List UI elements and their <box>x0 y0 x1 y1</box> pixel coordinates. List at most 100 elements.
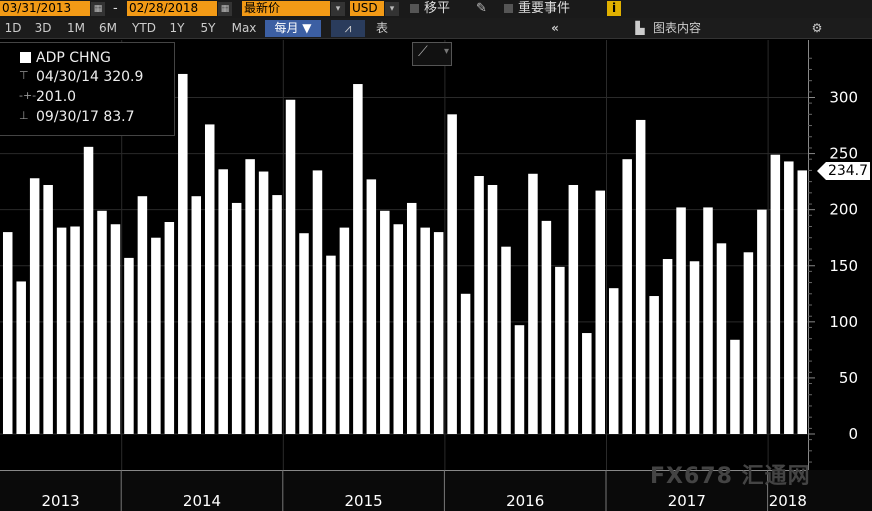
bar <box>757 209 767 434</box>
bar <box>716 243 727 434</box>
mini-dropdown-icon: ▾ <box>443 46 449 57</box>
start-date-field[interactable]: 03/31/2013 <box>0 1 90 16</box>
period-1y-button[interactable]: 1Y <box>169 21 185 35</box>
bar <box>151 237 161 434</box>
chart-content-button[interactable]: 图表内容 <box>653 21 702 35</box>
currency-dropdown-arrow-icon[interactable]: ▾ <box>385 2 399 16</box>
shift-checkbox[interactable] <box>410 4 419 13</box>
bar <box>258 171 269 434</box>
series-swatch <box>20 52 31 63</box>
bar <box>689 261 700 434</box>
price-field-dropdown[interactable]: 最新价 <box>242 1 330 16</box>
bar <box>43 184 53 434</box>
bar <box>191 196 202 434</box>
x-tick-label: 2018 <box>769 492 807 510</box>
legend-low: 09/30/17 83.7 <box>36 109 135 125</box>
bar <box>218 169 228 434</box>
y-tick-label: 50 <box>839 369 858 387</box>
period-5y-button[interactable]: 5Y <box>200 21 216 35</box>
x-tick-label: 2016 <box>506 492 544 510</box>
last-value-label: 234.7 <box>826 162 870 180</box>
x-tick-label: 2015 <box>345 492 383 510</box>
bar <box>501 246 511 434</box>
bar <box>662 259 673 434</box>
legend-high: 04/30/14 320.9 <box>36 69 144 85</box>
bar <box>514 325 525 434</box>
bar <box>730 339 740 434</box>
x-tick-label: 2017 <box>668 492 706 510</box>
price-dropdown-arrow-icon[interactable]: ▾ <box>331 2 345 16</box>
bar <box>16 281 26 434</box>
bar <box>568 184 579 434</box>
table-button[interactable]: 表 <box>375 21 388 35</box>
pencil-icon[interactable]: ✎ <box>476 1 487 16</box>
chart-type-button[interactable]: ⟋ ▾ <box>412 42 452 66</box>
bar <box>97 210 107 434</box>
x-tick-label: 2014 <box>183 492 221 510</box>
top-toolbar: 03/31/2013 ▦ - 02/28/2018 ▦ 最新价 ▾ USD ▾ … <box>0 0 872 18</box>
bar <box>582 333 592 434</box>
bar <box>622 159 632 435</box>
bar <box>56 227 67 434</box>
events-checkbox[interactable] <box>504 4 513 13</box>
x-axis-strip <box>0 470 872 511</box>
info-icon[interactable]: i <box>607 1 621 16</box>
bar <box>474 176 484 434</box>
period-6m-button[interactable]: 6M <box>99 21 117 35</box>
end-calendar-icon[interactable]: ▦ <box>218 2 232 16</box>
bar <box>703 207 713 434</box>
bar <box>676 207 686 434</box>
period-1d-button[interactable]: 1D <box>4 21 22 35</box>
bar <box>29 178 40 434</box>
settings-gear-icon[interactable]: ⚙ <box>811 21 823 35</box>
bar <box>204 124 215 435</box>
bar <box>770 154 781 434</box>
bar <box>312 170 323 435</box>
bar <box>487 184 498 434</box>
line-chart-icon[interactable]: ⩘ <box>331 20 365 37</box>
bar <box>743 252 754 434</box>
frequency-label: 每月 <box>274 21 299 35</box>
period-max-button[interactable]: Max <box>231 21 257 35</box>
bar <box>299 233 309 434</box>
bar <box>326 255 336 434</box>
bar <box>784 161 794 434</box>
low-marker-icon: ⊥ <box>19 109 29 122</box>
collapse-left-icon[interactable]: « <box>551 21 559 35</box>
bar <box>528 173 538 435</box>
bar <box>110 224 121 434</box>
bar <box>447 114 457 434</box>
bar <box>70 226 80 434</box>
y-tick-label: 300 <box>829 89 858 107</box>
bar <box>231 202 242 434</box>
bar <box>406 202 417 434</box>
bar <box>797 170 808 435</box>
last-value-pointer <box>817 162 826 180</box>
average-marker-icon: -+- <box>19 89 37 102</box>
bar <box>366 179 377 434</box>
end-date-field[interactable]: 02/28/2018 <box>127 1 217 16</box>
bar <box>272 195 282 434</box>
y-tick-label: 200 <box>829 201 858 219</box>
bar <box>83 146 94 434</box>
chart-content-icon[interactable]: ▙ <box>635 21 645 35</box>
bar <box>380 210 390 434</box>
bar <box>393 224 404 434</box>
date-separator: - <box>113 1 118 16</box>
period-ytd-button[interactable]: YTD <box>132 21 156 35</box>
bar <box>353 84 363 434</box>
legend-average: 201.0 <box>36 89 77 105</box>
start-calendar-icon[interactable]: ▦ <box>91 2 105 16</box>
frequency-dropdown[interactable]: 每月 ▼ <box>265 20 321 37</box>
period-toolbar <box>0 18 872 39</box>
legend-box: ADP CHNG ⊤ 04/30/14 320.9 -+- 201.0 ⊥ 09… <box>0 42 175 136</box>
watermark: FX678 汇通网 <box>650 464 811 489</box>
bar <box>245 159 255 435</box>
bar <box>164 222 175 434</box>
mini-line-chart-icon: ⟋ <box>418 44 428 60</box>
period-3d-button[interactable]: 3D <box>34 21 52 35</box>
period-1m-button[interactable]: 1M <box>67 21 85 35</box>
bar <box>433 232 444 434</box>
y-tick-label: 250 <box>829 145 858 163</box>
currency-dropdown[interactable]: USD <box>350 1 384 16</box>
